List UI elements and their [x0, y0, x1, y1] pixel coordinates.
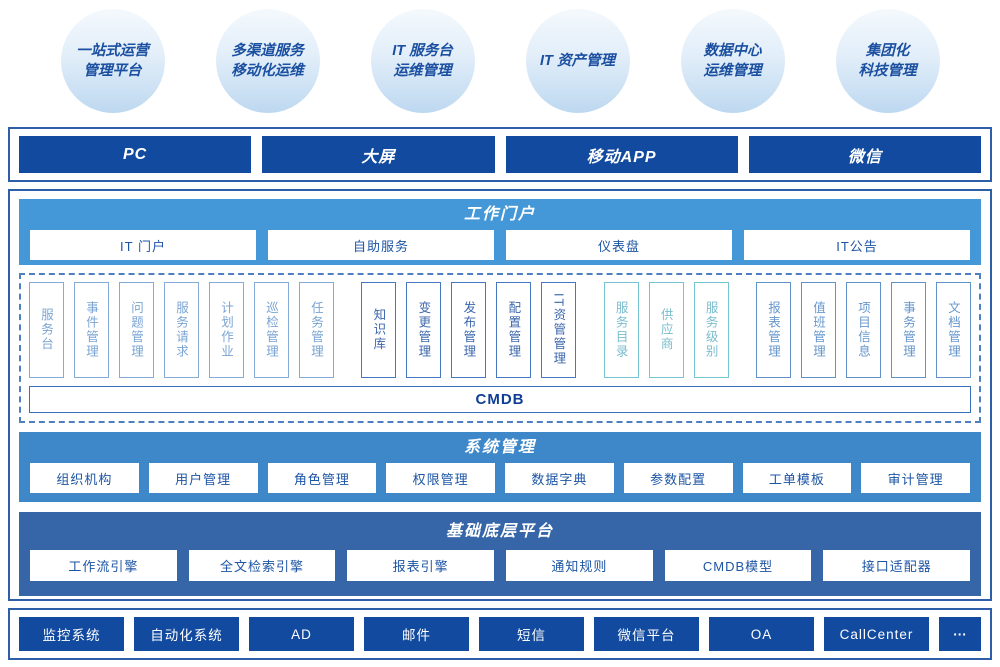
bubble-line: 移动化运维 [231, 63, 304, 79]
platform-item-notification-rules: 通知规则 [506, 550, 653, 581]
bubble-line: IT 资产管理 [540, 52, 615, 69]
module-box: 服务目录 [603, 282, 639, 378]
platform-item-workflow-engine: 工作流引擎 [30, 550, 177, 581]
capability-bubble-multichannel: 多渠道服务 移动化运维 [215, 9, 320, 113]
portal-item-it-portal: IT 门户 [30, 230, 256, 260]
capability-bubble-servicedesk: IT 服务台 运维管理 [370, 9, 475, 113]
module-box: 计划作业 [209, 282, 244, 378]
module-group-service-catalog: 服务目录 供应商 服务级别 [603, 282, 729, 378]
module-box: 配置管理 [496, 282, 532, 378]
system-item-users: 用户管理 [148, 463, 258, 493]
portal-title: 工作门户 [463, 206, 536, 223]
channels-row: PC 大屏 移动APP 微信 [8, 127, 992, 182]
integration-ad: AD [249, 617, 354, 651]
bubble-line: 集团化 [865, 42, 910, 59]
system-item-permissions: 权限管理 [386, 463, 495, 493]
bubble-line: 管理平台 [83, 63, 142, 79]
module-group-change-config: 知识库 变更管理 发布管理 配置管理 IT资管管理 [361, 282, 577, 378]
integration-sms: 短信 [479, 617, 584, 651]
base-platform-section: 基础底层平台 工作流引擎 全文检索引擎 报表引擎 通知规则 CMDB模型 接口适… [19, 512, 981, 596]
module-box: 项目信息 [845, 282, 881, 378]
platform-item-fulltext-search: 全文检索引擎 [188, 550, 336, 581]
module-group-reporting: 报表管理 值班管理 项目信息 事务管理 文档管理 [755, 282, 971, 378]
module-box: 值班管理 [800, 282, 836, 378]
platform-item-report-engine: 报表引擎 [347, 550, 495, 581]
module-box: 变更管理 [406, 282, 442, 378]
system-management-section: 系统管理 组织机构 用户管理 角色管理 权限管理 数据字典 参数配置 工单模板 … [19, 432, 981, 502]
portal-item-selfservice: 自助服务 [268, 230, 494, 260]
modules-row: 服务台 事件管理 问题管理 服务请求 计划作业 巡检管理 任务管理 知识库 变更… [29, 282, 971, 378]
system-item-data-dictionary: 数据字典 [505, 463, 614, 493]
integration-more: ··· [939, 617, 981, 651]
bubble-line: IT 服务台 [392, 42, 453, 59]
integration-email: 邮件 [364, 617, 469, 651]
module-box: 服务请求 [164, 282, 199, 378]
module-box: 知识库 [361, 282, 397, 378]
module-box: 报表管理 [755, 282, 791, 378]
bubble-line: 运维管理 [393, 63, 452, 79]
system-item-org: 组织机构 [30, 463, 139, 493]
integration-wechat-platform: 微信平台 [594, 617, 699, 651]
portal-item-it-notice: IT公告 [744, 230, 970, 260]
capability-bubble-onestop: 一站式运营 管理平台 [60, 9, 165, 113]
platform-item-cmdb-model: CMDB模型 [664, 550, 812, 581]
capability-bubble-itasset: IT 资产管理 [525, 9, 630, 113]
system-management-title: 系统管理 [463, 439, 536, 456]
portal-items-row: IT 门户 自助服务 仪表盘 IT公告 [30, 230, 970, 260]
base-platform-title: 基础底层平台 [445, 523, 554, 540]
module-box: 发布管理 [451, 282, 487, 378]
module-box: 巡检管理 [254, 282, 289, 378]
platform-main-container: 工作门户 IT 门户 自助服务 仪表盘 IT公告 服务台 事件管理 问题管理 服… [8, 189, 992, 601]
channel-pc: PC [19, 136, 252, 173]
module-box: 任务管理 [299, 282, 334, 378]
module-box: 事务管理 [890, 282, 926, 378]
module-group-itsm-core: 服务台 事件管理 问题管理 服务请求 计划作业 巡检管理 任务管理 [29, 282, 334, 378]
bubble-line: 一站式运营 [76, 42, 149, 59]
channel-bigscreen: 大屏 [262, 136, 495, 173]
system-items-row: 组织机构 用户管理 角色管理 权限管理 数据字典 参数配置 工单模板 审计管理 [30, 463, 970, 493]
module-box: 服务台 [29, 282, 64, 378]
portal-item-dashboard: 仪表盘 [506, 230, 732, 260]
bubble-line: 运维管理 [703, 63, 762, 79]
integration-monitoring: 监控系统 [19, 617, 124, 651]
bubble-line: 数据中心 [703, 42, 762, 59]
module-box: 问题管理 [119, 282, 154, 378]
capability-bubbles-row: 一站式运营 管理平台 多渠道服务 移动化运维 IT 服务台 运维管理 IT 资产… [8, 9, 992, 113]
integration-oa: OA [709, 617, 814, 651]
portal-section: 工作门户 IT 门户 自助服务 仪表盘 IT公告 [19, 199, 981, 265]
capability-bubble-group-tech: 集团化 科技管理 [835, 9, 940, 113]
capability-bubble-datacenter: 数据中心 运维管理 [680, 9, 785, 113]
module-box: 文档管理 [935, 282, 971, 378]
module-box: 服务级别 [693, 282, 729, 378]
platform-item-adapters: 接口适配器 [823, 550, 971, 581]
module-box: IT资管管理 [541, 282, 577, 378]
integrations-row: 监控系统 自动化系统 AD 邮件 短信 微信平台 OA CallCenter ·… [8, 608, 992, 660]
system-item-audit: 审计管理 [861, 463, 970, 493]
system-item-parameters: 参数配置 [623, 463, 733, 493]
integration-callcenter: CallCenter [824, 617, 929, 651]
channel-mobile-app: 移动APP [505, 136, 738, 173]
system-item-ticket-templates: 工单模板 [742, 463, 852, 493]
platform-items-row: 工作流引擎 全文检索引擎 报表引擎 通知规则 CMDB模型 接口适配器 [30, 550, 971, 581]
system-item-roles: 角色管理 [267, 463, 377, 493]
integration-automation: 自动化系统 [134, 617, 239, 651]
bubble-line: 多渠道服务 [231, 42, 304, 59]
channel-wechat: 微信 [748, 136, 981, 173]
modules-area: 服务台 事件管理 问题管理 服务请求 计划作业 巡检管理 任务管理 知识库 变更… [19, 273, 981, 423]
module-box: 事件管理 [74, 282, 109, 378]
cmdb-bar: CMDB [29, 386, 971, 413]
module-box: 供应商 [648, 282, 684, 378]
bubble-line: 科技管理 [858, 63, 917, 79]
